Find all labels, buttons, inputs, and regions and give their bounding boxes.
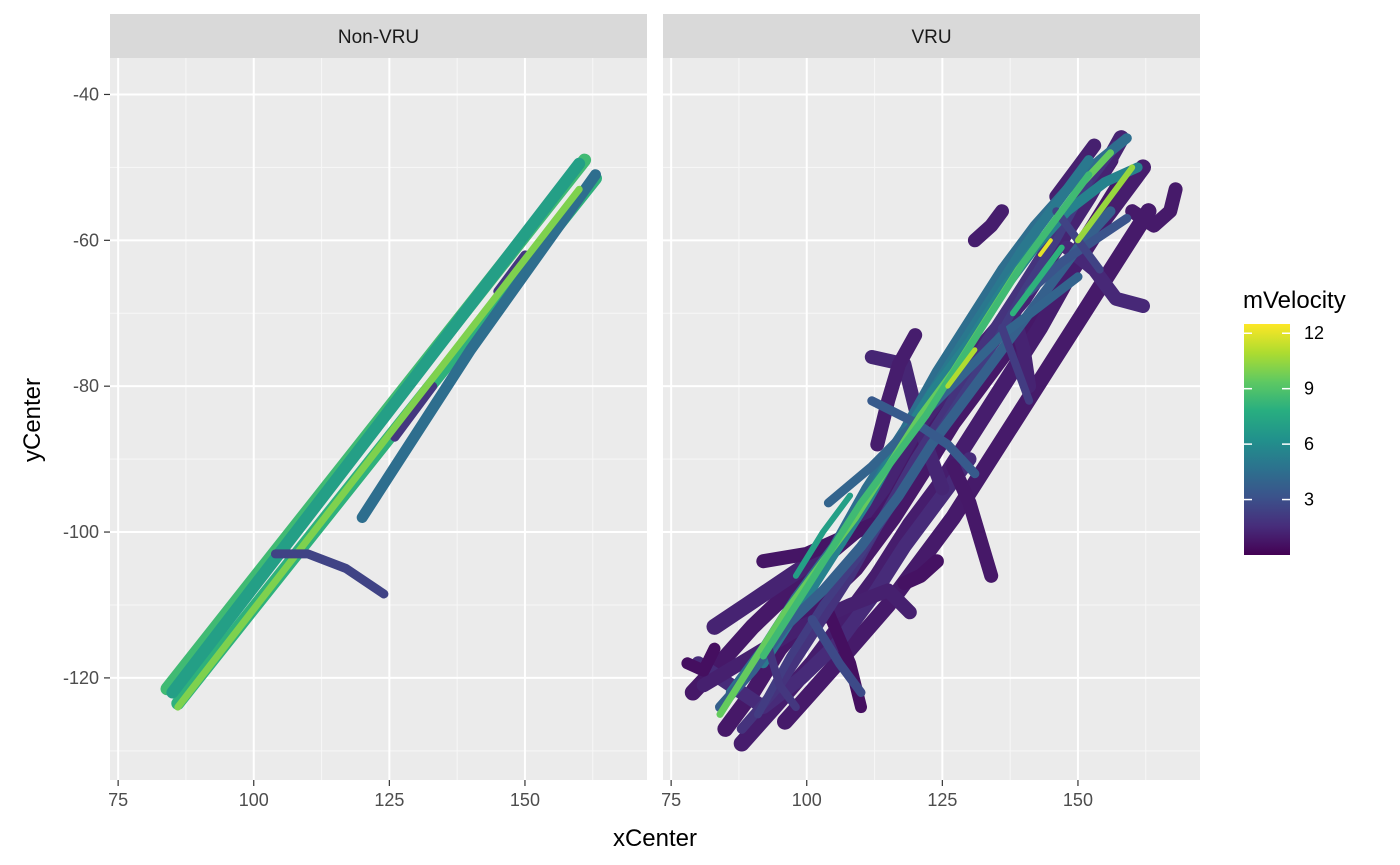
trajectory-line: [1125, 182, 1183, 233]
trajectory-line: [1038, 238, 1053, 257]
trajectory-line: [166, 157, 586, 699]
trajectory-line: [764, 644, 800, 712]
y-tick-label: -60: [73, 230, 99, 250]
trajectory-line: [870, 328, 923, 452]
trajectory-line: [356, 169, 601, 523]
colorbar-breaks: 3 6 9 12: [1244, 323, 1324, 510]
y-tick-label: -80: [73, 376, 99, 396]
trajectory-line: [967, 204, 1009, 248]
x-tick-label: 125: [374, 790, 404, 810]
x-tick-label: 125: [927, 790, 957, 810]
trajectory-line: [756, 517, 879, 569]
trajectory-line: [946, 459, 999, 583]
trajectory-tracks: [681, 130, 1183, 752]
x-tick-label: 75: [661, 790, 681, 810]
trajectory-line: [1009, 244, 1065, 317]
facet-strip-background: [663, 14, 1200, 58]
x-axis-title: xCenter: [613, 825, 697, 852]
trajectory-line: [998, 323, 1034, 405]
colorbar-label: 9: [1304, 379, 1314, 399]
legend-title: mVelocity: [1243, 287, 1346, 314]
facet-strip-label: Non-VRU: [338, 27, 419, 48]
trajectory-line: [763, 162, 1143, 654]
trajectory-line: [807, 615, 866, 697]
trajectory-line: [390, 381, 438, 442]
colorbar-label: 3: [1304, 490, 1314, 510]
x-tick-label: 150: [1063, 790, 1093, 810]
trajectory-line: [1060, 240, 1150, 313]
facet-strip-background: [110, 14, 647, 58]
trajectory-line: [1075, 164, 1136, 244]
x-axis: 75 100 125 150: [661, 780, 1093, 810]
colorbar: [1244, 324, 1290, 555]
trajectory-line: [945, 347, 978, 389]
trajectory-line: [867, 396, 980, 479]
trajectory-line: [1024, 213, 1132, 296]
x-tick-label: 100: [792, 790, 822, 810]
facet-panel-vru: VRU 75 100 125 150: [661, 14, 1200, 810]
x-tick-label: 100: [239, 790, 269, 810]
trajectory-line: [759, 171, 1093, 660]
x-axis: 75 100 125 150: [108, 780, 540, 810]
y-tick-label: -100: [63, 522, 99, 542]
colorbar-label: 12: [1304, 323, 1324, 343]
x-tick-label: 75: [108, 790, 128, 810]
y-axis: -40 -60 -80 -100 -120: [63, 84, 110, 688]
color-legend: mVelocity 3 6 9 12: [1243, 287, 1346, 555]
y-axis-title: yCenter: [19, 378, 46, 462]
facet-panel-non-vru: Non-VRU 75 100 125 150: [108, 14, 647, 810]
y-tick-label: -40: [73, 84, 99, 104]
x-tick-label: 150: [510, 790, 540, 810]
trajectory-line: [897, 554, 944, 591]
trajectory-line: [270, 549, 389, 599]
trajectory-line: [174, 185, 583, 711]
trajectory-tracks: [160, 153, 602, 711]
trajectory-line: [792, 492, 854, 579]
facet-strip-label: VRU: [911, 27, 951, 48]
trajectory-line: [681, 642, 721, 677]
colorbar-label: 6: [1304, 434, 1314, 454]
y-tick-label: -120: [63, 668, 99, 688]
trajectory-line: [823, 272, 1083, 508]
